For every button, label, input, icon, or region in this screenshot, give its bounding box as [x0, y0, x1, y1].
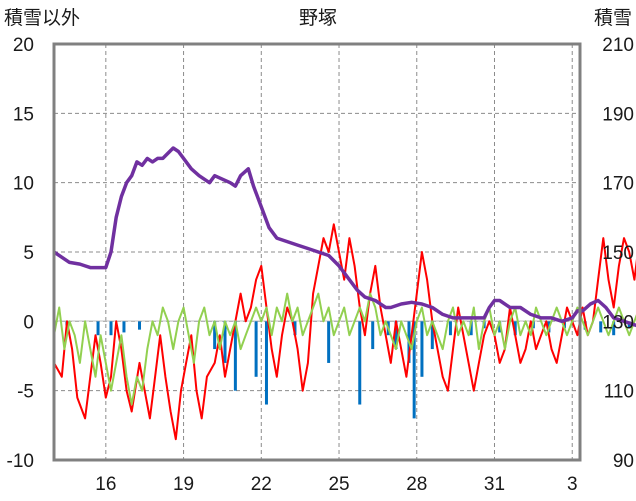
y-tick-left: 0: [23, 312, 34, 333]
series-line-風速: [53, 292, 636, 406]
y-tick-right: 110: [604, 382, 634, 403]
precip-bar: [96, 321, 100, 336]
y-tick-left: -10: [7, 451, 34, 472]
precip-bar: [293, 321, 297, 336]
precip-bar: [138, 321, 142, 330]
y-tick-right: 90: [613, 451, 634, 472]
precip-bar: [412, 321, 416, 419]
precip-bar: [254, 321, 258, 377]
y-tick-right: 150: [602, 243, 634, 264]
precip-bar: [233, 321, 237, 391]
y-tick-right: 130: [602, 312, 634, 333]
y-tick-right: 170: [602, 174, 634, 195]
precip-bar: [513, 321, 517, 336]
right-tick-labels: 210 190 170 150 130 110 90: [602, 35, 634, 472]
precip-bar: [498, 321, 502, 333]
y-tick-left: 5: [23, 243, 34, 264]
y-tick-left: 20: [13, 35, 34, 56]
precip-bar: [264, 321, 268, 405]
x-tick: 19: [173, 474, 194, 495]
y-tick-right: 190: [602, 104, 634, 125]
chart-title: 野塚: [299, 7, 337, 29]
precip-bar: [223, 321, 227, 363]
precip-bar: [420, 321, 424, 377]
right-axis-label: 積雪: [594, 7, 632, 29]
y-tick-left: 15: [13, 104, 34, 125]
precip-bar: [612, 321, 616, 336]
precip-bar: [327, 321, 331, 363]
x-tick: 16: [95, 474, 116, 495]
y-tick-left: 10: [13, 174, 34, 195]
precip-bar: [430, 321, 434, 350]
precip-bar: [358, 321, 362, 405]
left-axis-label: 積雪以外: [4, 7, 80, 29]
y-tick-left: -5: [17, 382, 34, 403]
left-tick-labels: 20 15 10 5 0 -5 -10: [7, 35, 34, 472]
precip-bar: [448, 321, 452, 336]
y-tick-right: 210: [602, 35, 634, 56]
precip-bar: [599, 321, 603, 333]
precip-bar: [394, 321, 398, 350]
x-tick: 25: [328, 474, 349, 495]
x-tick: 3: [567, 474, 578, 495]
x-tick: 22: [251, 474, 272, 495]
series-lines: [53, 146, 636, 441]
precip-bar: [122, 321, 126, 333]
series-line-積雪: [53, 146, 636, 328]
precip-bar: [371, 321, 375, 350]
precip-bar: [109, 321, 113, 336]
series-line-気温: [53, 223, 636, 441]
plot-border: [52, 42, 582, 462]
x-tick-labels: 16192225283136912: [95, 474, 578, 495]
precip-bar: [469, 321, 473, 336]
precip-bar: [213, 321, 217, 350]
x-tick: 28: [406, 474, 427, 495]
x-tick: 31: [484, 474, 505, 495]
